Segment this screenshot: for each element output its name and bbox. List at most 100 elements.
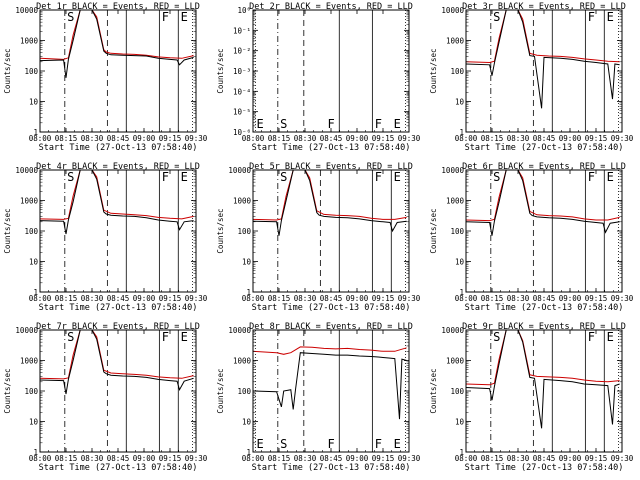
x-tick-label: 09:15 <box>372 454 395 463</box>
y-tick-label: 10 <box>29 258 39 267</box>
y-tick-label: 10000 <box>441 326 464 335</box>
x-tick-label: 08:30 <box>507 294 530 303</box>
y-tick-label: 10⁻⁵ <box>233 108 251 117</box>
series-lld-line <box>466 330 620 386</box>
x-axis-label: Start Time (27-Oct-13 07:58:40) <box>39 143 198 153</box>
x-tick-label: 09:00 <box>346 454 369 463</box>
x-tick-label: 08:15 <box>55 134 78 143</box>
x-axis-label: Start Time (27-Oct-13 07:58:40) <box>39 463 198 473</box>
chart-title: Det 6r BLACK = Events, RED = LLD <box>462 162 626 172</box>
y-tick-label: 10000 <box>15 326 38 335</box>
x-tick-label: 08:30 <box>81 294 104 303</box>
y-tick-label: 10 <box>242 258 252 267</box>
x-axis-label: Start Time (27-Oct-13 07:58:40) <box>252 143 411 153</box>
series-events-line <box>253 352 407 420</box>
y-tick-label: 10000 <box>441 166 464 175</box>
event-marker-label: E <box>607 170 614 184</box>
event-marker-label: E <box>181 330 188 344</box>
x-tick-label: 09:30 <box>398 454 421 463</box>
event-marker-label: S <box>493 170 500 184</box>
x-tick-label: 09:00 <box>133 134 156 143</box>
y-tick-label: 10000 <box>15 166 38 175</box>
x-tick-label: 08:15 <box>481 454 504 463</box>
y-tick-label: 1 <box>33 128 38 137</box>
y-tick-label: 100 <box>237 387 251 396</box>
y-tick-label: 10000 <box>15 6 38 15</box>
x-tick-label: 08:45 <box>320 294 343 303</box>
y-axis-label: Counts/sec <box>3 208 12 253</box>
y-tick-label: 10 <box>455 98 465 107</box>
y-tick-label: 100 <box>450 67 464 76</box>
event-marker-label: S <box>67 330 74 344</box>
series-events-line <box>253 170 407 236</box>
event-marker-label: F <box>375 117 382 131</box>
event-marker-label: E <box>607 10 614 24</box>
x-tick-label: 09:30 <box>398 294 421 303</box>
chart-title: Det 3r BLACK = Events, RED = LLD <box>462 2 626 12</box>
event-marker-label: E <box>394 117 401 131</box>
x-tick-label: 08:30 <box>294 134 317 143</box>
event-marker-label: E <box>394 170 401 184</box>
y-tick-label: 1 <box>459 128 464 137</box>
x-tick-label: 09:00 <box>346 134 369 143</box>
plot-frame <box>465 329 623 453</box>
x-tick-label: 08:15 <box>268 134 291 143</box>
series-events-line <box>40 330 194 395</box>
y-tick-label: 1000 <box>446 37 465 46</box>
event-marker-label: E <box>181 10 188 24</box>
y-tick-label: 10 <box>242 418 252 427</box>
x-tick-label: 09:15 <box>159 294 182 303</box>
event-marker-label: E <box>607 330 614 344</box>
x-tick-label: 08:00 <box>29 454 52 463</box>
x-tick-label: 09:15 <box>159 134 182 143</box>
series-events-line <box>466 330 620 429</box>
event-marker-label: F <box>588 170 595 184</box>
y-axis-label: Counts/sec <box>429 368 438 413</box>
x-tick-label: 08:45 <box>107 454 130 463</box>
y-tick-label: 10000 <box>441 6 464 15</box>
y-tick-label: 1 <box>459 448 464 457</box>
event-marker-label: E <box>394 437 401 451</box>
x-tick-label: 08:00 <box>29 294 52 303</box>
x-tick-label: 09:15 <box>372 294 395 303</box>
x-tick-label: 09:00 <box>559 294 582 303</box>
x-tick-label: 09:15 <box>585 454 608 463</box>
y-tick-label: 10⁻⁴ <box>233 87 251 96</box>
event-marker-label: F <box>375 170 382 184</box>
x-tick-label: 08:15 <box>55 454 78 463</box>
x-tick-label: 08:30 <box>507 454 530 463</box>
x-tick-label: 08:15 <box>55 294 78 303</box>
x-tick-label: 09:15 <box>585 294 608 303</box>
y-tick-label: 100 <box>237 227 251 236</box>
chart-title: Det 4r BLACK = Events, RED = LLD <box>36 162 200 172</box>
event-marker-label: F <box>162 330 169 344</box>
chart-title: Det 9r BLACK = Events, RED = LLD <box>462 322 626 332</box>
chart-title: Det 7r BLACK = Events, RED = LLD <box>36 322 200 332</box>
x-axis-label: Start Time (27-Oct-13 07:58:40) <box>465 463 624 473</box>
y-tick-label: 100 <box>24 227 38 236</box>
x-tick-label: 08:00 <box>455 454 478 463</box>
plot-frame <box>39 9 197 133</box>
x-tick-label: 08:45 <box>533 294 556 303</box>
y-tick-label: 10 <box>29 418 39 427</box>
plot-frame <box>39 169 197 293</box>
y-axis-label: Counts/sec <box>216 48 225 93</box>
x-tick-label: 09:30 <box>185 134 208 143</box>
y-tick-label: 1 <box>246 288 251 297</box>
x-tick-label: 08:00 <box>242 134 265 143</box>
y-axis-label: Counts/sec <box>429 208 438 253</box>
x-tick-label: 08:30 <box>507 134 530 143</box>
x-tick-label: 08:45 <box>533 134 556 143</box>
x-tick-label: 08:15 <box>268 294 291 303</box>
y-tick-label: 10⁰ <box>237 6 251 15</box>
chart-title: Det 2r BLACK = Events, RED = LLD <box>249 2 413 12</box>
x-tick-label: 09:00 <box>133 454 156 463</box>
y-tick-label: 10000 <box>228 326 251 335</box>
x-axis-label: Start Time (27-Oct-13 07:58:40) <box>465 143 624 153</box>
event-marker-label: S <box>280 170 287 184</box>
x-axis-label: Start Time (27-Oct-13 07:58:40) <box>252 303 411 313</box>
series-events-line <box>466 170 620 236</box>
